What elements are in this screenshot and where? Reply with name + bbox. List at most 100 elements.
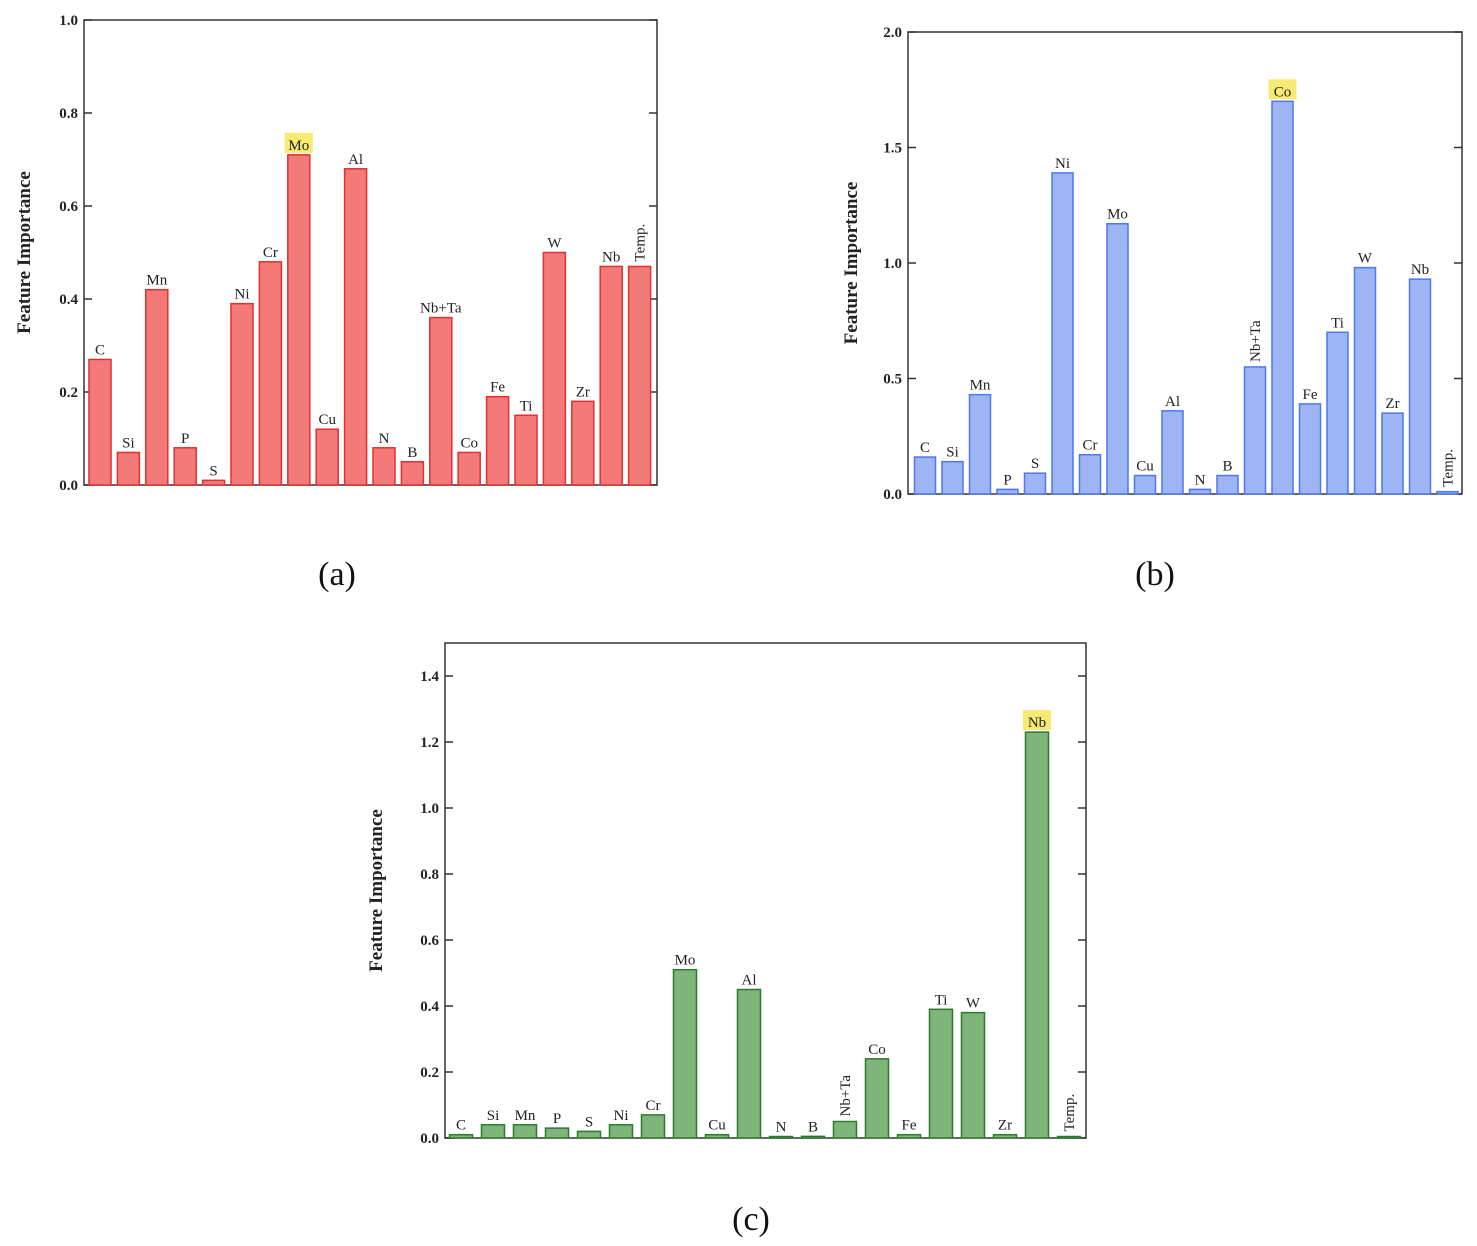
bar-label: Ti [520, 398, 533, 414]
bar-temp- [627, 265, 652, 486]
y-axis-title: Feature Importance [366, 809, 387, 972]
bar-co [457, 451, 481, 486]
bar-nb-ta [1243, 366, 1267, 495]
bar-c [448, 1133, 474, 1139]
chart-panel-c: 0.0 0.2 0.4 0.6 0.8 1.0 1.2 1.4 Feature Importan… [366, 642, 1087, 1238]
bar-mo [1106, 222, 1129, 495]
bar-label: Nb [1028, 715, 1046, 731]
bar-label: Ti [935, 992, 948, 1008]
y-tick-label: 0.6 [420, 933, 439, 949]
bar-label: Cu [1136, 459, 1154, 475]
bar-label: Nb+Ta [1248, 320, 1264, 362]
bar-label: Si [487, 1108, 500, 1124]
bar-label: Mn [970, 378, 991, 394]
bar-co [1271, 100, 1294, 495]
panel-caption: (b) [1135, 556, 1175, 593]
bar-co [864, 1058, 890, 1139]
y-tick-label: 1.0 [59, 13, 78, 29]
bar-si [941, 460, 964, 495]
bar-label: Temp. [633, 224, 649, 262]
bar-label: C [95, 342, 105, 358]
highlight-box [1023, 710, 1051, 731]
bar-nb [1024, 731, 1050, 1139]
bar-label: Ni [1055, 156, 1070, 172]
bar-label: Nb [602, 249, 620, 265]
bar-s [1023, 472, 1047, 495]
y-tick-label: 0.2 [59, 385, 78, 401]
bar-zr [992, 1133, 1018, 1139]
bar-cu [1133, 474, 1157, 495]
bar-s [201, 479, 226, 486]
chart-panel-a: 0.0 0.2 0.4 0.6 0.8 1.0 Feature Importance C Si M… [14, 13, 658, 593]
bar-nb-ta [429, 316, 453, 486]
y-tick-label: 0.0 [883, 487, 902, 503]
bar-p [173, 447, 197, 486]
y-tick-label: 2.0 [883, 25, 902, 41]
y-tick-label: 0.6 [59, 199, 78, 215]
bar-label: Cr [646, 1098, 661, 1114]
bar-cr [1078, 453, 1102, 495]
bar-label: P [181, 431, 189, 447]
y-tick-label: 0.8 [420, 867, 439, 883]
plot-frame [83, 19, 658, 486]
bar-label: Mo [288, 138, 309, 154]
bar-label: Zr [1385, 396, 1399, 412]
bar-w [1353, 266, 1377, 495]
y-tick-label: 0.0 [59, 478, 78, 494]
bar-temp- [1056, 1135, 1082, 1139]
bar-ni [230, 302, 254, 486]
bar-c [913, 456, 937, 495]
bar-temp- [1436, 490, 1459, 495]
bar-label: Cu [708, 1118, 726, 1134]
bar-label: Nb+Ta [838, 1075, 854, 1117]
panel-caption: (a) [318, 556, 356, 593]
bar-label: W [966, 996, 981, 1012]
plot-frame [444, 642, 1087, 1139]
bar-label: P [1003, 472, 1011, 488]
y-tick-label: 1.0 [420, 801, 439, 817]
bar-p [544, 1127, 570, 1139]
bar-label: W [1358, 251, 1373, 267]
y-tick-label: 1.0 [883, 256, 902, 272]
bar-label: W [547, 236, 562, 252]
y-tick-label: 0.4 [420, 999, 439, 1015]
bar-cr [640, 1114, 666, 1139]
bar-si [116, 451, 141, 486]
bar-mn [512, 1124, 538, 1139]
bar-label: Si [946, 445, 959, 461]
y-tick-label: 0.8 [59, 106, 78, 122]
highlight-box [284, 132, 313, 153]
bar-label: Al [1165, 394, 1180, 410]
y-axis-title: Feature Importance [14, 171, 35, 334]
bar-mn [145, 288, 169, 486]
bar-label: C [920, 440, 930, 456]
bar-label: Mo [1107, 207, 1128, 223]
bar-zr [571, 400, 595, 486]
bar-label: S [1031, 456, 1039, 472]
bar-label: B [808, 1119, 818, 1135]
y-tick-label: 0.5 [883, 372, 902, 388]
y-tick-label: 1.2 [420, 735, 439, 751]
bar-label: Mo [675, 953, 696, 969]
bar-label: Fe [902, 1118, 917, 1134]
bar-label: Zr [576, 384, 590, 400]
bar-label: Cr [263, 245, 278, 261]
y-tick-label: 1.5 [883, 141, 902, 157]
bar-label: Cu [318, 412, 336, 428]
bar-ti [928, 1008, 954, 1139]
bar-label: B [407, 445, 417, 461]
bar-nb [1408, 278, 1432, 495]
bar-cr [258, 261, 283, 486]
bar-label: Co [1274, 84, 1292, 100]
bar-b [800, 1135, 826, 1139]
bar-label: P [553, 1111, 561, 1127]
bar-label: Temp. [1062, 1094, 1078, 1132]
bar-fe [896, 1133, 922, 1139]
bar-label: S [585, 1114, 593, 1130]
bar-b [1216, 474, 1239, 495]
bar-fe [485, 395, 510, 486]
bar-al [736, 988, 762, 1139]
bar-fe [1298, 403, 1322, 495]
bar-label: Al [742, 973, 757, 989]
